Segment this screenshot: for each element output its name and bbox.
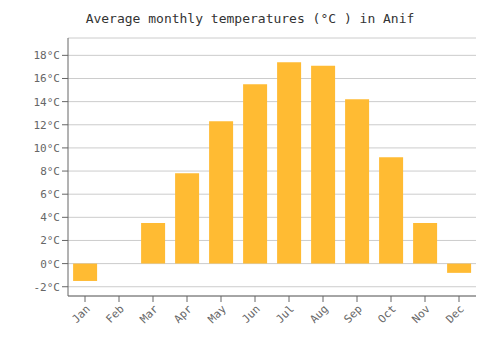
svg-text:8°C: 8°C — [40, 165, 60, 178]
svg-text:Jan: Jan — [70, 303, 93, 326]
svg-text:16°C: 16°C — [34, 72, 61, 85]
svg-text:Aug: Aug — [308, 303, 331, 326]
svg-text:Dec: Dec — [444, 303, 467, 326]
svg-text:0°C: 0°C — [40, 258, 60, 271]
svg-text:2°C: 2°C — [40, 234, 60, 247]
svg-text:6°C: 6°C — [40, 188, 60, 201]
svg-text:4°C: 4°C — [40, 211, 60, 224]
html-text:Average monthly temperatures (: Average monthly temperatures (°C ) in An… — [85, 11, 415, 26]
svg-text:Apr: Apr — [172, 302, 196, 326]
svg-text:Mar: Mar — [138, 302, 162, 326]
svg-text:14°C: 14°C — [34, 96, 61, 109]
svg-text:Feb: Feb — [104, 303, 127, 326]
svg-text:10°C: 10°C — [34, 142, 61, 155]
svg-text:Jun: Jun — [240, 303, 263, 326]
svg-text:12°C: 12°C — [34, 119, 61, 132]
svg-text:18°C: 18°C — [34, 49, 61, 62]
svg-text:Oct: Oct — [376, 303, 399, 326]
svg-text:May: May — [206, 302, 230, 326]
svg-text:-2°C: -2°C — [34, 281, 61, 294]
svg-text:Jul: Jul — [274, 303, 297, 326]
svg-text:Nov: Nov — [410, 302, 434, 326]
svg-text:Sep: Sep — [342, 303, 365, 326]
